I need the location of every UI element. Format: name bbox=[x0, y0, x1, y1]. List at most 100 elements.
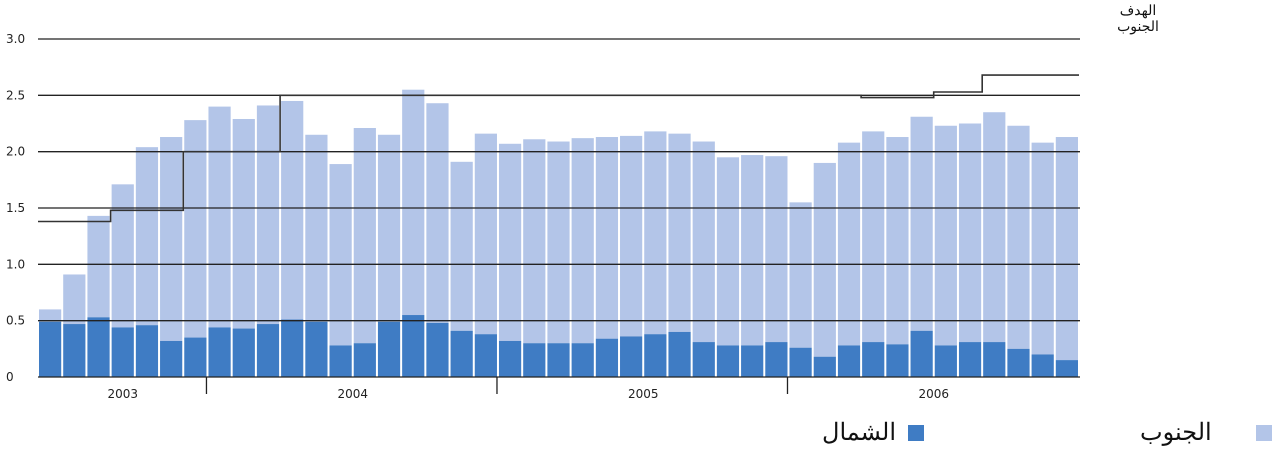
x-year-label: 2003 bbox=[107, 387, 138, 401]
bar-south bbox=[63, 274, 86, 325]
bar-south bbox=[426, 103, 449, 323]
axis-layer: 0 0.5 1.0 1.5 2.0 2.5 3.0 2003 2004 2005 2006 bbox=[6, 32, 949, 401]
bar-north bbox=[765, 342, 788, 377]
x-year-label: 2005 bbox=[628, 387, 659, 401]
bar-south bbox=[160, 137, 183, 341]
bar-north bbox=[305, 321, 328, 377]
y-tick-label: 3.0 bbox=[6, 32, 25, 46]
bar-south bbox=[668, 133, 691, 332]
y-tick-label: 0.5 bbox=[6, 314, 25, 328]
x-year-label: 2004 bbox=[337, 387, 368, 401]
bar-south bbox=[547, 141, 570, 344]
bar-north bbox=[256, 324, 280, 377]
bar-south bbox=[789, 202, 812, 348]
bar-south bbox=[353, 128, 376, 344]
bar-north bbox=[595, 338, 619, 377]
bar-north bbox=[620, 336, 643, 377]
bar-south bbox=[1055, 137, 1078, 361]
bar-north bbox=[498, 340, 522, 377]
bar-south bbox=[813, 162, 836, 357]
bar-north bbox=[862, 342, 885, 377]
bar-south bbox=[329, 164, 352, 346]
bar-north bbox=[983, 342, 1006, 377]
bar-south bbox=[644, 131, 667, 335]
bar-north bbox=[1055, 360, 1078, 377]
bar-north bbox=[547, 343, 570, 377]
bar-south bbox=[474, 133, 497, 335]
bar-south bbox=[765, 156, 788, 343]
bar-south bbox=[837, 142, 861, 346]
bar-south bbox=[1031, 142, 1054, 355]
bar-north bbox=[281, 319, 304, 377]
bar-north bbox=[813, 356, 836, 377]
bar-south bbox=[281, 100, 304, 320]
bar-north bbox=[958, 342, 982, 377]
bar-south bbox=[377, 134, 401, 322]
bar-south bbox=[87, 215, 110, 318]
bar-north bbox=[837, 345, 861, 377]
bar-north bbox=[450, 330, 473, 377]
bar-north bbox=[135, 325, 159, 377]
y-tick-label: 1.0 bbox=[6, 257, 25, 271]
y-tick-label: 2.5 bbox=[6, 88, 25, 102]
y-tick-label: 1.5 bbox=[6, 201, 25, 215]
bar-north bbox=[39, 321, 62, 377]
y-tick-label: 2.0 bbox=[6, 145, 25, 159]
legend-south: الجنوب bbox=[1140, 418, 1272, 447]
target-step-line bbox=[38, 74, 1079, 223]
bar-north bbox=[232, 328, 255, 377]
bar-south bbox=[305, 134, 328, 322]
bar-south bbox=[741, 155, 764, 346]
bar-north bbox=[644, 334, 667, 377]
bar-north bbox=[377, 321, 401, 377]
bar-north bbox=[910, 330, 933, 377]
target-label-line2: الجنوب bbox=[1117, 18, 1159, 34]
bar-south bbox=[402, 89, 425, 316]
bar-north bbox=[741, 345, 764, 377]
bar-south bbox=[1007, 125, 1030, 349]
target-label-line1: الهدف bbox=[1119, 2, 1157, 18]
bar-north bbox=[716, 345, 740, 377]
bar-south bbox=[934, 125, 957, 346]
bar-south bbox=[886, 137, 909, 345]
bar-south bbox=[692, 141, 715, 343]
bar-south bbox=[111, 184, 134, 328]
bar-south bbox=[595, 137, 619, 339]
legend-north: الشمال bbox=[822, 418, 925, 447]
bars-layer bbox=[39, 89, 1078, 377]
bar-north bbox=[160, 340, 183, 377]
legend-north-label: الشمال bbox=[822, 419, 897, 446]
bar-north bbox=[934, 345, 957, 377]
bar-north bbox=[886, 344, 909, 377]
bar-south bbox=[523, 139, 546, 344]
target-line-layer bbox=[38, 74, 1079, 223]
bar-south bbox=[450, 161, 473, 331]
x-year-label: 2006 bbox=[918, 387, 949, 401]
bar-south bbox=[620, 135, 643, 337]
bar-north bbox=[329, 345, 352, 377]
bar-south bbox=[232, 118, 255, 329]
bar-south bbox=[910, 116, 933, 331]
bar-south bbox=[983, 112, 1006, 343]
bar-south bbox=[862, 131, 885, 343]
bar-north bbox=[1007, 348, 1030, 377]
bar-south bbox=[208, 106, 231, 328]
bar-north bbox=[426, 322, 449, 377]
bar-north bbox=[184, 337, 207, 377]
bar-north bbox=[692, 342, 715, 377]
bar-north bbox=[87, 317, 110, 377]
bar-south bbox=[184, 120, 207, 338]
target-legend-label: الهدف الجنوب bbox=[1108, 2, 1168, 34]
bar-south bbox=[256, 105, 280, 325]
bar-north bbox=[111, 327, 134, 377]
bar-north bbox=[402, 315, 425, 377]
y-tick-label: 0 bbox=[6, 370, 14, 384]
bar-north bbox=[523, 343, 546, 377]
bar-north bbox=[571, 343, 594, 377]
bar-south bbox=[135, 147, 159, 326]
legend-south-swatch bbox=[1255, 424, 1272, 441]
bar-north bbox=[208, 327, 231, 377]
bar-north bbox=[63, 324, 86, 377]
bar-south bbox=[571, 138, 594, 344]
